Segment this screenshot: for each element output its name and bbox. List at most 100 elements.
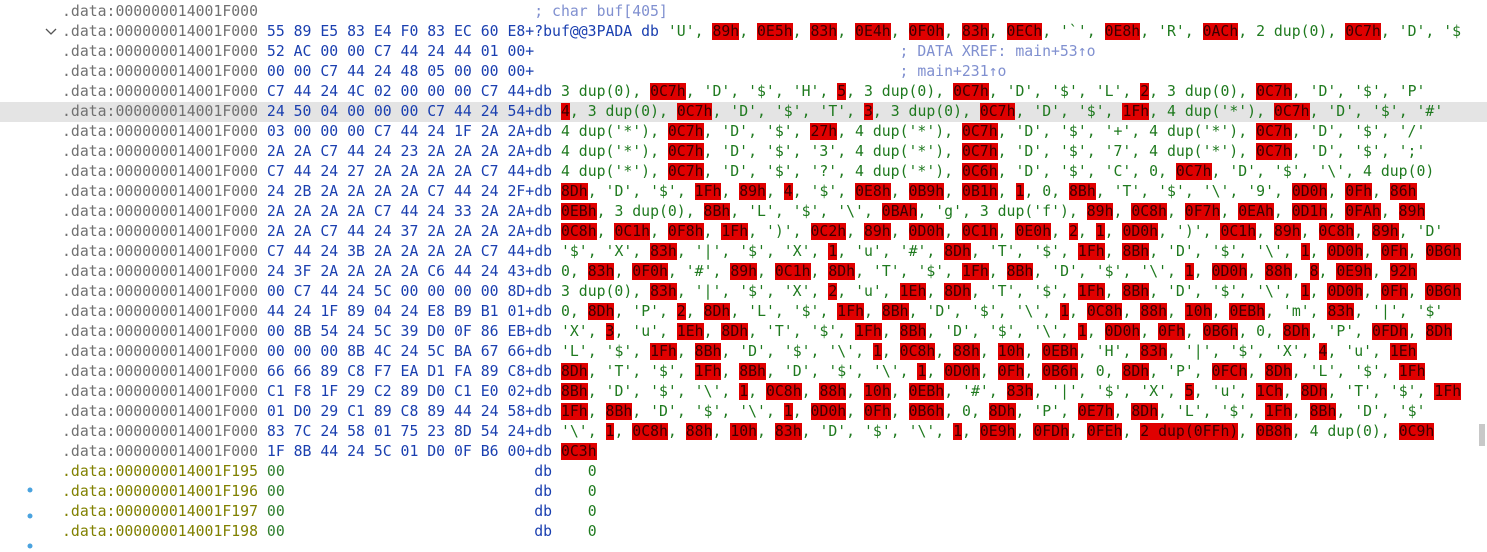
separator: , xyxy=(1416,383,1435,400)
listing-line[interactable]: .data:000000014001F196 00 db 0 xyxy=(0,482,1487,502)
highlighted-operand: 10h xyxy=(864,383,891,400)
separator: , xyxy=(1309,243,1328,260)
operand: 'D' xyxy=(1309,143,1337,160)
highlighted-operand: 88h xyxy=(819,383,847,400)
hex-bytes: 00 xyxy=(266,503,285,520)
separator: , xyxy=(944,163,962,180)
operand: 'T' xyxy=(1345,383,1373,400)
listing-line[interactable]: .data:000000014001F000 2A 2A C7 44 24 23 … xyxy=(0,142,1487,162)
highlighted-operand: 0D0h xyxy=(1291,183,1328,200)
listing-line[interactable]: .data:000000014001F000 52 AC 00 00 C7 44 … xyxy=(0,42,1487,62)
listing-line[interactable]: .data:000000014001F000 C1 F8 1F 29 C2 89 … xyxy=(0,382,1487,402)
listing-line[interactable]: .data:000000014001F000 00 8B 54 24 5C 39 … xyxy=(0,322,1487,342)
listing-line[interactable]: .data:000000014001F000 24 3F 2A 2A 2A 2A … xyxy=(0,262,1487,282)
separator: , xyxy=(1300,163,1319,180)
separator: , xyxy=(1300,223,1319,240)
listing-line[interactable]: .data:000000014001F000 66 66 89 C8 F7 EA … xyxy=(0,362,1487,382)
operand: 'P' xyxy=(1327,323,1355,340)
operand: 0 xyxy=(587,523,597,540)
operand: 3 dup('f') xyxy=(979,203,1069,220)
hex-bytes: C7 44 24 3B 2A 2A 2A 2A C7 44+ xyxy=(266,243,535,260)
separator: , xyxy=(1398,303,1417,320)
listing-line[interactable]: .data:000000014001F000 C7 44 24 27 2A 2A … xyxy=(0,162,1487,182)
operand: 'T' xyxy=(1113,183,1141,200)
listing-line[interactable]: .data:000000014001F000 ; char buf[405] xyxy=(0,2,1487,22)
highlighted-operand: 0B6h xyxy=(908,403,945,420)
directive: db xyxy=(534,363,553,380)
separator: , xyxy=(659,303,677,320)
separator: , xyxy=(1380,403,1399,420)
highlighted-operand: 0FDh xyxy=(1033,423,1069,440)
highlighted-operand: 8Bh xyxy=(703,203,731,220)
scrollbar-thumb[interactable] xyxy=(1479,424,1485,446)
highlighted-operand: 10h xyxy=(997,343,1025,360)
separator: , xyxy=(1291,423,1310,440)
highlighted-operand: 1Eh xyxy=(1389,343,1417,360)
listing-line[interactable]: .data:000000014001F000 1F 8B 44 24 5C 01 … xyxy=(0,442,1487,462)
address: .data:000000014001F000 xyxy=(62,23,258,40)
listing-line[interactable]: .data:000000014001F000 24 50 04 00 00 00 … xyxy=(0,102,1487,122)
highlighted-operand: 8Bh xyxy=(899,323,927,340)
gutter-dot xyxy=(27,513,33,519)
separator: , xyxy=(676,343,695,360)
directive: db xyxy=(534,443,553,460)
separator: , xyxy=(1024,363,1043,380)
listing-line[interactable]: .data:000000014001F000 83 7C 24 58 01 75 … xyxy=(0,422,1487,442)
highlighted-operand: 0E9h xyxy=(1336,263,1373,280)
highlighted-operand: 1Ch xyxy=(1256,383,1283,400)
highlighted-operand: 0C7h xyxy=(1273,103,1310,120)
address: .data:000000014001F195 xyxy=(62,463,258,480)
listing-line[interactable]: .data:000000014001F000 55 89 E5 83 E4 F0 … xyxy=(0,22,1487,42)
listing-line[interactable]: .data:000000014001F000 C7 44 24 3B 2A 2A … xyxy=(0,242,1487,262)
operand: '$' xyxy=(1220,403,1248,420)
operand: '$' xyxy=(1211,283,1239,300)
listing-line[interactable]: .data:000000014001F000 01 D0 29 C1 89 C8 … xyxy=(0,402,1487,422)
operand: 'D' xyxy=(1033,103,1061,120)
instruction: db 8Bh, 'D', '$', '\', 1, 0C8h, 88h, 10h… xyxy=(534,382,1462,402)
highlighted-operand: 0E0h xyxy=(1015,223,1052,240)
operand: 'D' xyxy=(1167,283,1194,300)
separator: , xyxy=(587,423,606,440)
separator: , xyxy=(855,263,873,280)
listing-line[interactable]: .data:000000014001F000 00 00 00 8B 4C 24 … xyxy=(0,342,1487,362)
listing-line[interactable]: .data:000000014001F195 00 db 0 xyxy=(0,462,1487,482)
separator: , xyxy=(881,323,900,340)
operand: '+' xyxy=(1104,123,1132,140)
highlighted-operand: 0EBh xyxy=(1229,303,1266,320)
listing-line[interactable]: .data:000000014001F000 00 C7 44 24 5C 00 … xyxy=(0,282,1487,302)
listing-line[interactable]: .data:000000014001F197 00 db 0 xyxy=(0,502,1487,522)
address: .data:000000014001F000 xyxy=(62,203,258,220)
listing-line[interactable]: .data:000000014001F000 44 24 1F 89 04 24 … xyxy=(0,302,1487,322)
highlighted-operand: 0C7h xyxy=(667,143,704,160)
collapse-chevron[interactable] xyxy=(45,28,57,35)
listing-line[interactable]: .data:000000014001F000 24 2B 2A 2A 2A 2A … xyxy=(0,182,1487,202)
separator: , xyxy=(988,23,1007,40)
operand: 'D' xyxy=(1051,263,1078,280)
gutter-dot xyxy=(27,487,33,493)
separator: , xyxy=(819,203,838,220)
listing-line[interactable]: .data:000000014001F000 00 00 C7 44 24 48 … xyxy=(0,62,1487,82)
listing-line[interactable]: .data:000000014001F000 03 00 00 00 C7 44 … xyxy=(0,122,1487,142)
operand: '#' xyxy=(899,243,927,260)
separator: , xyxy=(1122,423,1141,440)
highlighted-operand: 8Dh xyxy=(703,303,731,320)
separator: , xyxy=(1407,283,1426,300)
separator: , xyxy=(1184,23,1203,40)
separator: , xyxy=(757,423,775,440)
operand: 'D' xyxy=(605,383,633,400)
highlighted-operand: 8Dh xyxy=(1282,323,1310,340)
operand: 'D' xyxy=(1015,163,1043,180)
separator: , xyxy=(1193,383,1212,400)
operand: 'T' xyxy=(605,363,633,380)
listing-line[interactable]: .data:000000014001F000 C7 44 24 4C 02 00 … xyxy=(0,82,1487,102)
listing-line[interactable]: .data:000000014001F000 2A 2A C7 44 24 37 … xyxy=(0,222,1487,242)
separator: , xyxy=(1265,303,1283,320)
listing-line[interactable]: .data:000000014001F198 00 db 0 xyxy=(0,522,1487,542)
highlighted-operand: 89h xyxy=(1273,223,1301,240)
listing-line[interactable]: .data:000000014001F000 2A 2A 2A 2A C7 44 … xyxy=(0,202,1487,222)
separator: , xyxy=(1211,303,1230,320)
hex-bytes: 2A 2A 2A 2A C7 44 24 33 2A 2A+ xyxy=(266,203,535,220)
separator: , xyxy=(1407,243,1426,260)
separator: , xyxy=(1256,343,1274,360)
separator: , xyxy=(1247,363,1266,380)
